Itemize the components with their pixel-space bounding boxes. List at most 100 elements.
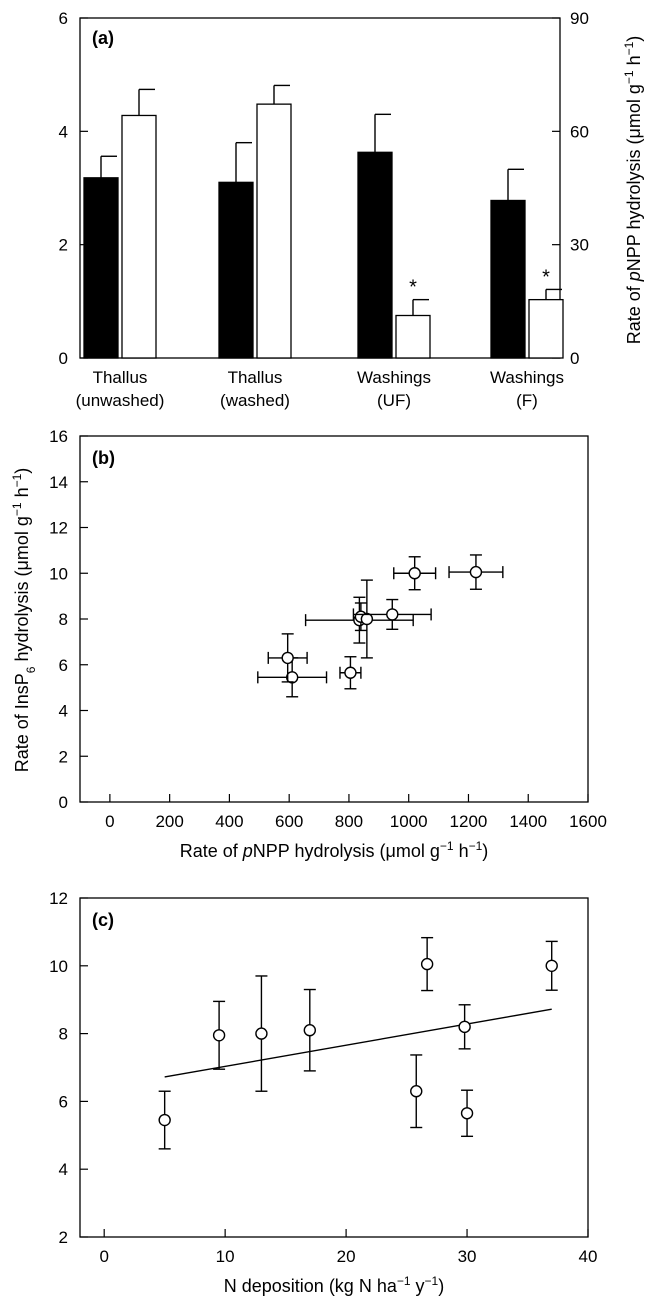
category-label-a: (unwashed) <box>76 391 165 410</box>
x-axis-label-b-part: ) <box>482 841 488 861</box>
data-point-b <box>360 612 374 626</box>
x-axis-label-b-part: −1 <box>440 839 454 853</box>
x-tick-label-b: 600 <box>275 812 303 831</box>
y2-axis-label-a-part: h <box>624 55 644 70</box>
significance-marker-a: * <box>409 277 417 299</box>
y-tick-label-a: 0 <box>59 349 68 368</box>
y-tick-label-c: 12 <box>49 889 68 908</box>
data-point-b <box>386 608 399 621</box>
y-axis-label-b-part: mol g <box>12 516 32 560</box>
bar-series1-a <box>218 181 254 359</box>
x-tick-label-b: 200 <box>155 812 183 831</box>
y-tick-label-c: 10 <box>49 957 68 976</box>
y-tick-label-b: 2 <box>59 747 68 766</box>
x-axis-label-c-part: N deposition (kg N ha <box>224 1276 398 1296</box>
category-label-a: Washings <box>490 368 564 387</box>
x-axis-label-b-part: −1 <box>469 839 483 853</box>
x-tick-label-c: 40 <box>579 1247 598 1266</box>
data-point-b <box>469 565 483 579</box>
x-tick-label-b: 1400 <box>509 812 547 831</box>
y-tick-label-b: 10 <box>49 564 68 583</box>
y-axis-label-b-part: −1 <box>10 502 24 516</box>
data-point-b <box>281 651 294 665</box>
bar-series1-a <box>490 199 526 359</box>
y-tick-label-b: 0 <box>59 793 68 812</box>
y2-axis-label-a-part: −1 <box>622 70 636 84</box>
panel-label-b: (b) <box>92 448 115 468</box>
y-tick-label-c: 6 <box>59 1092 68 1111</box>
x-axis-label-b-part: h <box>454 841 469 861</box>
y-axis-label-b-part: 6 <box>24 666 38 673</box>
x-axis-label-b-part: μ <box>386 841 396 861</box>
panel-b: 0 2 4 6 8 10 12 14 16 0 200 400 600 800 1000 1200 1400 16… <box>10 427 607 861</box>
x-tick-label-b: 1200 <box>450 812 488 831</box>
category-label-a: Thallus <box>93 368 148 387</box>
category-label-a: (UF) <box>377 391 411 410</box>
bar-series1-a <box>83 177 119 359</box>
data-point-c <box>255 1027 268 1040</box>
x-axis-label-c-part: y <box>411 1276 425 1296</box>
y2-axis-label-a: Rate of pNPP hydrolysis (μmol g−1 h−1) <box>622 36 644 345</box>
category-label-a: (F) <box>516 391 538 410</box>
bar-series1-a <box>357 151 393 359</box>
plot-frame-b <box>79 435 589 803</box>
y-tick-label-b: 8 <box>59 610 68 629</box>
data-point-c <box>545 959 558 972</box>
data-point-b <box>408 567 421 580</box>
x-axis-label-b-part: Rate of <box>180 841 243 861</box>
x-tick-label-c: 0 <box>99 1247 108 1266</box>
category-label-a: (washed) <box>220 391 290 410</box>
x-axis-label-c-part: −1 <box>397 1274 411 1288</box>
y-tick-label-c: 2 <box>59 1228 68 1247</box>
y2-axis-label-a-part: NPP hydrolysis ( <box>624 139 644 272</box>
data-point-c <box>158 1113 171 1127</box>
y-axis-label-b-part: μ <box>12 560 32 570</box>
x-axis-label-c-part: −1 <box>425 1274 439 1288</box>
y-tick-label-b: 14 <box>49 473 68 492</box>
y-axis-label-b-part: hydrolysis ( <box>12 571 32 667</box>
panel-label-a: (a) <box>92 28 114 48</box>
category-label-a: Washings <box>357 368 431 387</box>
y2-axis-label-a-part: Rate of <box>624 281 644 344</box>
data-point-c <box>303 1024 317 1037</box>
y-tick-label-a: 6 <box>59 9 68 28</box>
data-point-b <box>285 671 299 684</box>
y-axis-label-b-part: −1 <box>10 473 24 487</box>
y2-tick-label-a: 60 <box>570 122 589 141</box>
x-tick-label-c: 10 <box>216 1247 235 1266</box>
y-tick-label-b: 4 <box>59 702 68 721</box>
x-tick-label-b: 800 <box>335 812 363 831</box>
bar-series2-a <box>528 298 564 359</box>
bar-series2-a <box>121 114 157 359</box>
significance-marker-a: * <box>542 266 550 288</box>
regression-line-c <box>164 1008 552 1078</box>
category-label-a: Thallus <box>228 368 283 387</box>
x-axis-label-c-part: ) <box>438 1276 444 1296</box>
x-tick-label-c: 30 <box>458 1247 477 1266</box>
plot-frame-a <box>79 17 561 359</box>
plot-frame-c <box>79 897 589 1238</box>
x-tick-label-c: 20 <box>337 1247 356 1266</box>
bar-series2-a <box>256 103 292 359</box>
y-axis-label-b: Rate of InsP6 hydrolysis (μmol g−1 h−1) <box>10 468 38 773</box>
x-tick-label-b: 0 <box>105 812 114 831</box>
y-tick-label-b: 12 <box>49 519 68 538</box>
y-tick-label-c: 4 <box>59 1160 68 1179</box>
data-point-b <box>344 666 357 679</box>
data-point-c <box>420 957 434 971</box>
x-axis-label-b-part: mol g <box>396 841 440 861</box>
panel-c: 2 4 6 8 10 12 0 10 20 30 40 (c) N deposition (kg N h… <box>49 889 597 1296</box>
y2-tick-label-a: 0 <box>570 349 579 368</box>
data-point-c <box>460 1107 474 1120</box>
y-tick-label-a: 4 <box>59 122 68 141</box>
x-tick-label-b: 1000 <box>390 812 428 831</box>
y2-tick-label-a: 90 <box>570 9 589 28</box>
y-tick-label-c: 8 <box>59 1025 68 1044</box>
data-point-c <box>212 1029 226 1042</box>
panel-label-c: (c) <box>92 910 114 930</box>
y2-axis-label-a-part: −1 <box>622 41 636 55</box>
x-axis-label-b: Rate of pNPP hydrolysis (μmol g−1 h−1) <box>180 839 489 861</box>
y2-axis-label-a-part: ) <box>624 36 644 42</box>
y-axis-label-b-part: Rate of InsP <box>12 673 32 772</box>
